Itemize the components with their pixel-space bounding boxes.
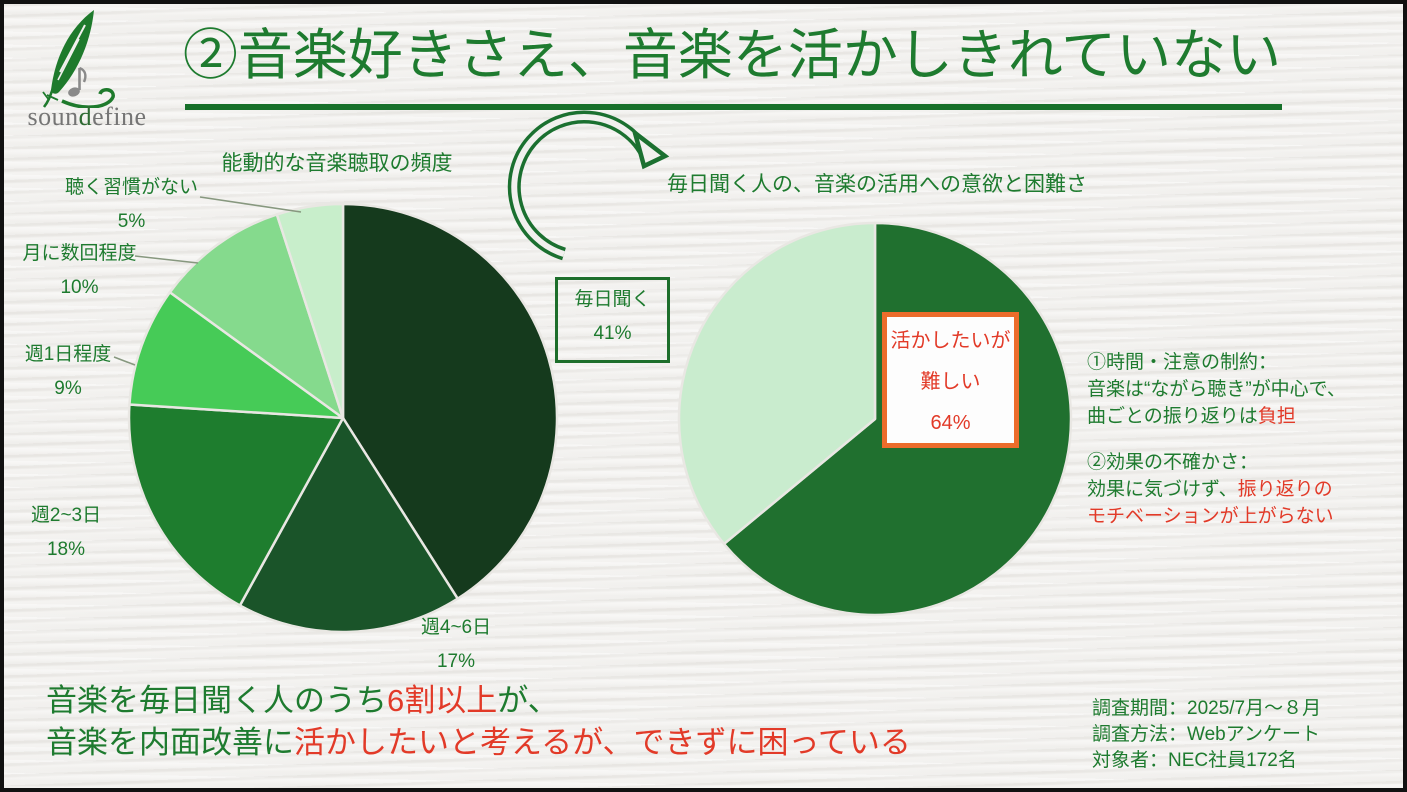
pie1-label-week2-3: 週2~3日 18% [6,499,126,567]
callout-line: 64% [930,412,971,434]
label-name: 聴く習慣がない [64,177,198,198]
pie-slice-週1日程度 [128,290,345,420]
logo-wordmark: soundefine [18,102,156,132]
title-underline [185,104,1282,110]
text-segment: ①時間・注意の制約： [1087,352,1278,373]
label-pct: 5% [117,211,146,232]
difficulty-callout: 活かしたいが 難しい 64% [882,312,1019,448]
pie-slice-unlabeled [677,221,877,546]
annotation-time-constraint: ①時間・注意の制約： 音楽は“ながら聴き”が中心で、 曲ごとの振り返りは負担 [1087,349,1403,430]
logo-swirl [61,88,115,108]
annotation-line: モチベーションが上がらない [1087,503,1403,530]
pie1-label-week1: 週1日程度 9% [8,338,128,406]
label-pct: 17% [436,651,476,672]
text-segment: モチベーションが上がらない [1087,506,1334,527]
callout-pct: 41% [593,323,632,344]
text-segment: 振り返りの [1237,479,1333,500]
callout-line: 難しい [920,371,981,393]
soundefine-logo-icon [42,10,115,108]
leader-line [199,196,302,213]
pie1-label-no-habit: 聴く習慣がない 5% [59,171,204,239]
survey-info: 調査期間：2025/7月～８月 調査方法：Webアンケート 対象者：NEC社員1… [1092,696,1392,774]
logo-text-accent: d [78,102,93,131]
label-name: 月に数回程度 [22,243,137,264]
chart2-title: 毎日聞く人の、音楽の活用への意欲と困難さ [667,173,1087,196]
conclusion-line: 音楽を毎日聞く人のうち6割以上が、 [46,680,1086,722]
text-segment: 負担 [1257,406,1296,427]
callout-name: 毎日聞く [574,289,651,310]
annotation-line: 音楽は“ながら聴き”が中心で、 [1087,376,1403,403]
survey-method: 調査方法：Webアンケート [1092,724,1320,745]
conclusion-statement: 音楽を毎日聞く人のうち6割以上が、 音楽を内面改善に活かしたいと考えるが、できず… [46,680,1086,764]
annotation-line: 曲ごとの振り返りは負担 [1087,403,1403,430]
label-name: 週2~3日 [30,505,102,526]
callout-line: 活かしたいが [890,330,1011,352]
annotation-line: 効果に気づけず、振り返りの [1087,476,1403,503]
text-segment: 6割以上 [387,683,498,718]
annotation-line: ①時間・注意の制約： [1087,349,1403,376]
survey-period: 調査期間：2025/7月～８月 [1092,698,1322,719]
pie1-label-few-per-month: 月に数回程度 10% [12,237,147,305]
label-name: 週4~6日 [420,617,492,638]
text-segment: 活かしたいと考えるが、できずに困っている [294,725,911,760]
pie-slice-聴く習慣がない [275,202,345,420]
pie-slice-週2~3日 [127,403,345,607]
survey-subjects: 対象者：NEC社員172名 [1092,750,1297,771]
text-segment: 曲ごとの振り返りは [1087,406,1258,427]
pie-slice-週4~6日 [238,416,459,634]
text-segment: 音楽を毎日聞く人のうち [46,683,387,718]
text-segment: 音楽を内面改善に [46,725,294,760]
label-pct: 9% [54,378,82,399]
text-segment: 音楽は“ながら聴き”が中心で、 [1087,379,1346,400]
annotation-line: ②効果の不確かさ： [1087,449,1403,476]
label-pct: 10% [60,277,99,298]
label-pct: 18% [46,539,86,560]
annotation-effect-uncertainty: ②効果の不確かさ： 効果に気づけず、振り返りの モチベーションが上がらない [1087,449,1403,530]
text-segment: が、 [497,683,559,718]
label-name: 週1日程度 [24,344,112,365]
logo-text-pre: soun [27,102,79,131]
daily-listener-callout: 毎日聞く 41% [555,277,670,363]
logo-text-post: efine [92,102,147,131]
music-note-icon [68,66,87,97]
text-segment: ②効果の不確かさ： [1087,452,1259,473]
pie1-label-week4-6: 週4~6日 17% [396,611,516,679]
conclusion-line: 音楽を内面改善に活かしたいと考えるが、できずに困っている [46,722,1086,764]
text-segment: 効果に気づけず、 [1087,479,1238,500]
pie-slice-毎日聞く [341,202,559,600]
page-title: ②音楽好きさえ、音楽を活かしきれていない [182,24,1282,86]
chart1-title: 能動的な音楽聴取の頻度 [221,152,453,175]
pie-active-listening-frequency [127,202,559,634]
pie-slice-月に数回程度 [168,213,345,420]
